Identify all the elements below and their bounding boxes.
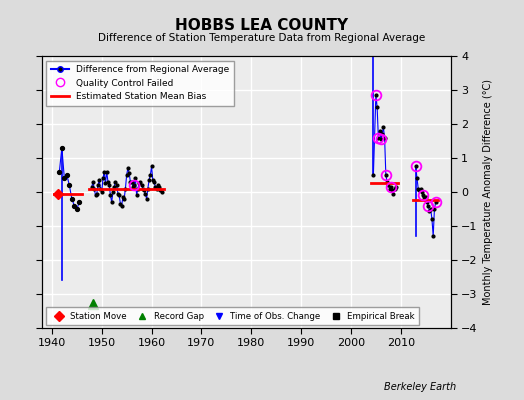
Legend: Station Move, Record Gap, Time of Obs. Change, Empirical Break: Station Move, Record Gap, Time of Obs. C… <box>46 308 419 325</box>
Text: HOBBS LEA COUNTY: HOBBS LEA COUNTY <box>176 18 348 33</box>
Y-axis label: Monthly Temperature Anomaly Difference (°C): Monthly Temperature Anomaly Difference (… <box>483 79 493 305</box>
Text: Difference of Station Temperature Data from Regional Average: Difference of Station Temperature Data f… <box>99 33 425 43</box>
Text: Berkeley Earth: Berkeley Earth <box>384 382 456 392</box>
